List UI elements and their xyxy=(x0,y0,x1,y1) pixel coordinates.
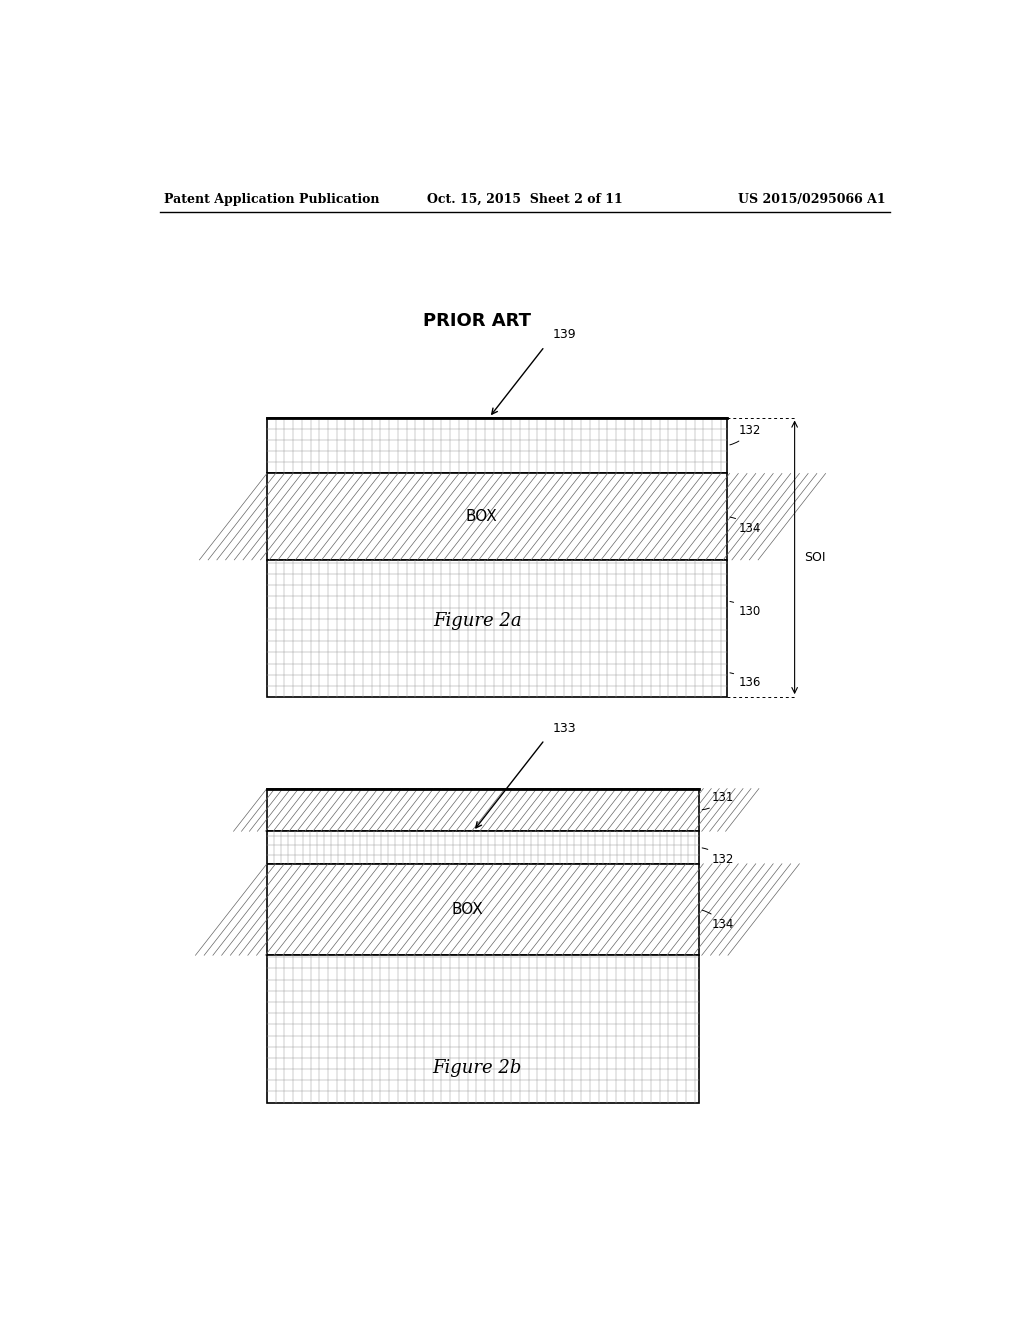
Bar xyxy=(267,832,699,863)
Text: BOX: BOX xyxy=(465,510,497,524)
Text: 134: 134 xyxy=(702,911,733,932)
Bar xyxy=(267,417,727,474)
Text: 130: 130 xyxy=(730,602,761,618)
Bar xyxy=(267,788,699,832)
Text: 132: 132 xyxy=(730,424,762,445)
Text: Oct. 15, 2015  Sheet 2 of 11: Oct. 15, 2015 Sheet 2 of 11 xyxy=(427,193,623,206)
Text: Figure 2a: Figure 2a xyxy=(433,612,521,630)
Text: PRIOR ART: PRIOR ART xyxy=(423,312,531,330)
Bar xyxy=(267,560,727,697)
Text: US 2015/0295066 A1: US 2015/0295066 A1 xyxy=(738,193,886,206)
Text: 133: 133 xyxy=(553,722,577,735)
Text: SOI: SOI xyxy=(804,550,825,564)
Bar xyxy=(267,863,699,956)
Text: 131: 131 xyxy=(702,791,733,809)
Text: 134: 134 xyxy=(730,517,762,536)
Text: 136: 136 xyxy=(730,673,762,689)
Bar xyxy=(267,956,699,1102)
Text: Figure 2b: Figure 2b xyxy=(432,1059,522,1077)
Text: 132: 132 xyxy=(702,847,733,866)
Text: BOX: BOX xyxy=(452,902,483,917)
Bar xyxy=(267,560,727,697)
Text: 139: 139 xyxy=(553,329,577,342)
Bar xyxy=(267,956,699,1102)
Text: Patent Application Publication: Patent Application Publication xyxy=(164,193,379,206)
Bar xyxy=(267,832,699,863)
Bar xyxy=(267,474,727,560)
Bar xyxy=(267,417,727,474)
